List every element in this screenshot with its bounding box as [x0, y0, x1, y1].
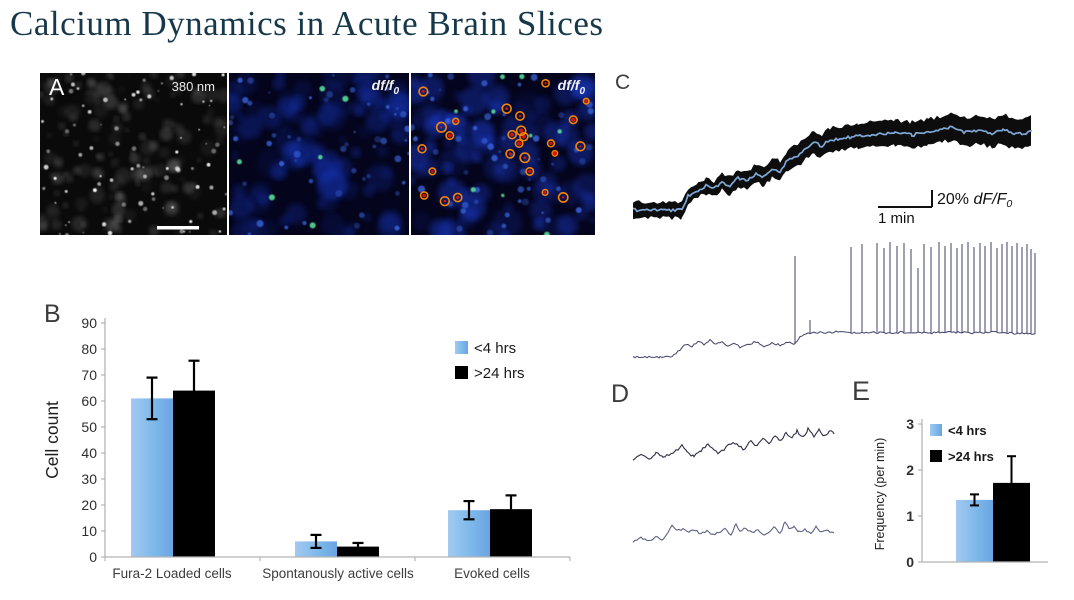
- svg-text:>24 hrs: >24 hrs: [474, 365, 524, 382]
- panel-a: A 380 nm df/f0 df/f0: [40, 73, 595, 235]
- micro-image-380nm: A 380 nm: [40, 73, 227, 235]
- microscopy-gray-svg: [40, 73, 227, 235]
- svg-text:2: 2: [906, 462, 914, 478]
- svg-text:60: 60: [81, 393, 97, 409]
- svg-text:80: 80: [81, 341, 97, 357]
- svg-text:0: 0: [906, 554, 914, 570]
- svg-text:50: 50: [81, 419, 97, 435]
- panel-e-label: E: [852, 376, 871, 406]
- svg-text:90: 90: [81, 315, 97, 331]
- wavelength-label: 380 nm: [171, 79, 215, 94]
- scale-bar: [157, 226, 199, 230]
- svg-text:10: 10: [81, 523, 97, 539]
- svg-text:1: 1: [906, 508, 914, 524]
- svg-text:<4 hrs: <4 hrs: [948, 423, 987, 438]
- micro-image-dff0-baseline: df/f0: [229, 73, 409, 235]
- svg-text:3: 3: [906, 416, 914, 432]
- panel-b-bar-chart: 0 10 20 30 40 50 60 70 80 90 Fura-2 Loaded cells Sp…: [42, 315, 571, 581]
- panel-e-bar-chart: 0 1 2 3 Frequency (per min) <4 hrs >24 hrs: [873, 416, 1048, 570]
- dff0-label: df/f0: [371, 77, 399, 97]
- dff0-label: df/f0: [557, 77, 585, 97]
- svg-text:Spontanously active cells: Spontanously active cells: [262, 566, 414, 581]
- micro-image-dff0-active: df/f0: [411, 73, 595, 235]
- svg-text:20% dF/F0: 20% dF/F0: [937, 191, 1012, 210]
- svg-text:20: 20: [81, 497, 97, 513]
- panel-b-label: B: [44, 300, 61, 328]
- svg-text:Frequency (per min): Frequency (per min): [873, 438, 887, 551]
- svg-text:30: 30: [81, 471, 97, 487]
- svg-text:70: 70: [81, 367, 97, 383]
- panel-d-traces: [632, 426, 835, 543]
- figure-title: Calcium Dynamics in Acute Brain Slices: [10, 4, 604, 43]
- svg-text:1 min: 1 min: [878, 210, 915, 227]
- svg-text:0: 0: [89, 549, 97, 565]
- svg-text:Evoked cells: Evoked cells: [454, 566, 530, 581]
- svg-text:>24 hrs: >24 hrs: [948, 449, 994, 464]
- svg-text:Cell count: Cell count: [42, 401, 62, 479]
- panel-d-label: D: [611, 380, 630, 408]
- svg-text:40: 40: [81, 445, 97, 461]
- microscopy-hot-svg: [411, 73, 595, 235]
- svg-text:<4 hrs: <4 hrs: [474, 340, 516, 357]
- svg-text:Fura-2 Loaded cells: Fura-2 Loaded cells: [112, 566, 232, 581]
- panel-c-traces: 20% dF/F0 1 min: [632, 112, 1036, 359]
- panel-a-label: A: [49, 74, 65, 100]
- panel-c-label: C: [615, 71, 631, 94]
- microscopy-blue-svg: [229, 73, 409, 235]
